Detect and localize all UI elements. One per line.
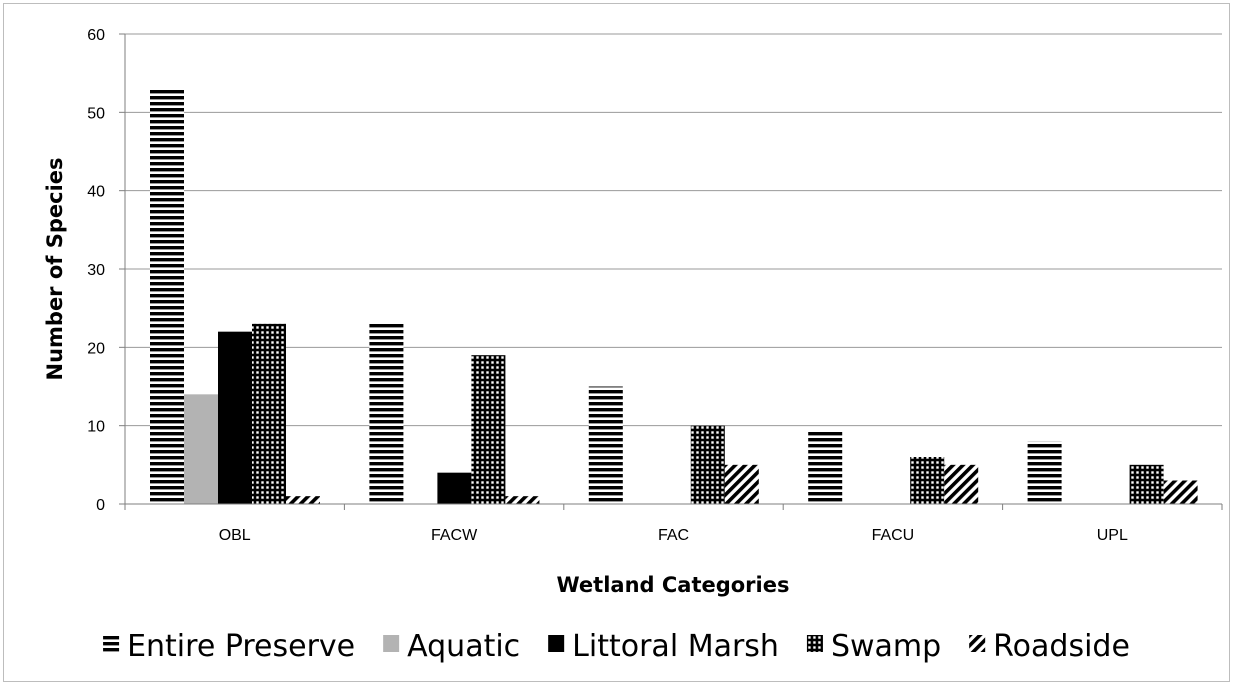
x-tick-label: UPL	[1097, 527, 1128, 544]
y-axis-title: Number of Species	[43, 157, 67, 380]
x-axis-ticks: OBL FACW FAC FACU UPL	[124, 504, 1223, 544]
y-tick-label: 10	[87, 419, 105, 436]
legend-swatch	[548, 635, 565, 652]
y-tick-label: 20	[87, 340, 105, 357]
bar-roadside-fac	[724, 464, 759, 504]
legend: Entire Preserve Aquatic Littoral Marsh Swam…	[103, 629, 1130, 664]
legend-label: Littoral Marsh	[572, 629, 779, 664]
gridlines	[125, 33, 1222, 427]
legend-label: Aquatic	[407, 629, 520, 664]
y-tick-label: 50	[87, 105, 105, 122]
bar-littoral-marsh-facw	[437, 472, 472, 504]
bar-swamp-facw	[471, 355, 506, 504]
x-axis-title: Wetland Categories	[557, 573, 790, 597]
y-tick-label: 0	[96, 497, 105, 514]
x-tick-label: FACW	[431, 527, 478, 544]
y-tick-label: 60	[87, 27, 105, 44]
bar-entire-preserve-upl	[1027, 441, 1062, 504]
y-tick-label: 40	[87, 184, 105, 201]
bar-swamp-obl	[252, 323, 286, 504]
bar-roadside-upl	[1163, 480, 1198, 504]
x-tick-label: OBL	[219, 527, 251, 544]
bar-littoral-marsh-obl	[218, 331, 252, 504]
legend-item: Littoral Marsh	[548, 629, 779, 664]
legend-swatch	[806, 635, 823, 652]
legend-swatch	[969, 635, 986, 652]
legend-item: Aquatic	[383, 629, 520, 664]
bar-entire-preserve-obl	[150, 88, 184, 504]
x-tick-label: FAC	[658, 527, 689, 544]
bar-roadside-obl	[286, 496, 320, 504]
bar-aquatic-obl	[184, 394, 218, 504]
x-tick-label: FACU	[872, 527, 915, 544]
legend-label: Swamp	[831, 629, 941, 664]
legend-item: Swamp	[806, 629, 941, 664]
legend-item: Entire Preserve	[103, 629, 355, 664]
bar-swamp-upl	[1129, 464, 1164, 504]
bar-roadside-facu	[944, 464, 979, 504]
y-axis-ticks: 0 10 20 30 40 50 60	[87, 27, 125, 514]
legend-swatch	[103, 635, 120, 652]
legend-label: Entire Preserve	[127, 629, 355, 664]
bars	[150, 88, 1198, 504]
bar-entire-preserve-fac	[588, 386, 623, 504]
bar-roadside-facw	[505, 496, 540, 504]
y-tick-label: 30	[87, 262, 105, 279]
x-axis	[124, 34, 1222, 505]
bar-swamp-facu	[910, 457, 945, 504]
bar-entire-preserve-facw	[369, 323, 404, 504]
chart-frame	[3, 3, 1230, 682]
legend-label: Roadside	[993, 629, 1130, 664]
legend-swatch	[383, 635, 400, 652]
bar-entire-preserve-facu	[808, 429, 843, 504]
bar-swamp-fac	[690, 425, 725, 504]
legend-item: Roadside	[969, 629, 1130, 664]
